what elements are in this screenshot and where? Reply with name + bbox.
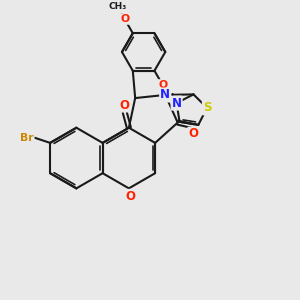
Text: N: N xyxy=(160,88,170,101)
Text: O: O xyxy=(125,190,135,203)
Text: Br: Br xyxy=(20,133,34,143)
Text: N: N xyxy=(172,97,182,110)
Text: CH₃: CH₃ xyxy=(109,2,127,11)
Text: S: S xyxy=(203,101,211,114)
Text: O: O xyxy=(120,14,129,24)
Text: O: O xyxy=(119,99,129,112)
Text: N: N xyxy=(160,88,170,101)
Text: N: N xyxy=(160,88,170,101)
Text: N: N xyxy=(172,97,182,110)
Text: O: O xyxy=(158,80,167,90)
Text: CH₃: CH₃ xyxy=(160,92,179,101)
Text: O: O xyxy=(188,128,198,140)
Text: S: S xyxy=(203,101,211,114)
